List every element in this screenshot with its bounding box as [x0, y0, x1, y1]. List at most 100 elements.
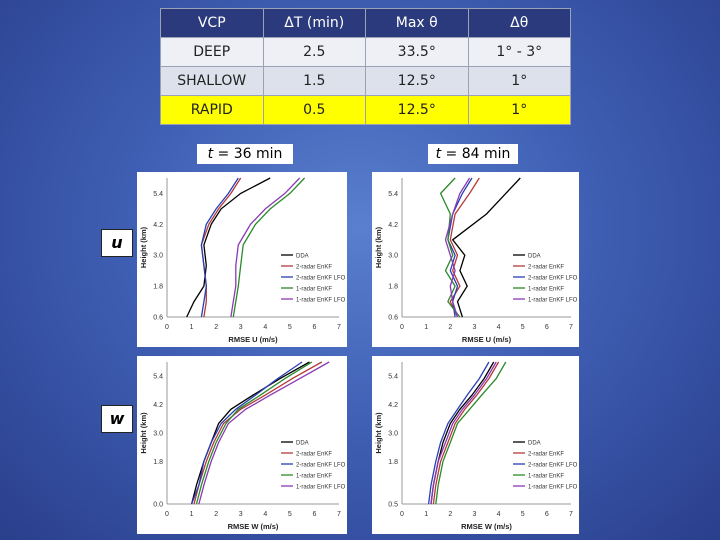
- y-tick-label: 0.0: [153, 502, 163, 509]
- chart-u-rmse-36min: 0 1 2 3 4 5 6 7 0.6 1.8 3.0 4.2 5.4 RMSE U (m/s) Heigh…: [137, 172, 347, 347]
- cell-dt: 2.5: [262, 37, 366, 67]
- table-header-row: VCP ΔT (min) Max θ Δθ: [160, 8, 571, 38]
- series-line-1-radar-enkf-lfo: [230, 177, 301, 318]
- y-tick-label: 4.2: [153, 222, 163, 229]
- y-tick-label: 0.6: [388, 315, 398, 322]
- x-tick-label: 6: [312, 511, 316, 518]
- cell-delta-theta: 1°: [467, 95, 571, 125]
- x-tick-label: 0: [165, 324, 169, 331]
- x-tick-label: 1: [190, 324, 194, 331]
- x-tick-label: 6: [545, 324, 549, 331]
- y-tick-label: 4.2: [153, 402, 163, 409]
- x-tick-label: 0: [165, 511, 169, 518]
- y-axis-label: Height (km): [374, 226, 383, 268]
- series-line-1-radar-enkf-lfo: [444, 177, 471, 318]
- series-line-2-radar-enkf: [432, 361, 500, 505]
- series-line-2-radar-enkf-lfo: [427, 361, 490, 505]
- w-variable-label: w: [101, 405, 133, 433]
- y-tick-label: 4.2: [388, 402, 398, 409]
- cell-delta-theta: 1°: [467, 66, 571, 96]
- series-line-dda: [451, 177, 521, 318]
- series-line-2-radar-enkf-lfo: [200, 177, 239, 318]
- cell-max-theta: 33.5°: [365, 37, 469, 67]
- series-line-1-radar-enkf: [435, 361, 507, 505]
- series-line-1-radar-enkf: [232, 177, 306, 318]
- x-tick-label: 4: [497, 511, 501, 518]
- y-tick-label: 5.4: [153, 191, 163, 198]
- y-tick-label: 5.4: [388, 191, 398, 198]
- legend-entry: DDA: [528, 441, 541, 447]
- legend-entry: 2-radar EnKF LFO: [528, 276, 578, 282]
- x-tick-label: 0: [400, 511, 404, 518]
- x-tick-label: 3: [472, 324, 476, 331]
- cell-vcp: SHALLOW: [160, 66, 264, 96]
- cell-max-theta: 12.5°: [365, 95, 469, 125]
- x-tick-label: 4: [497, 324, 501, 331]
- legend-entry: 2-radar EnKF LFO: [528, 463, 578, 469]
- col-header-max-theta: Max θ: [365, 8, 469, 38]
- cell-dt: 0.5: [262, 95, 366, 125]
- series-line-1-radar-enkf: [439, 177, 461, 318]
- series-line-2-radar-enkf: [449, 177, 480, 318]
- x-tick-label: 3: [239, 511, 243, 518]
- series-line-1-radar-enkf-lfo: [430, 361, 497, 505]
- x-axis-label: RMSE W (m/s): [228, 522, 279, 531]
- x-tick-label: 2: [448, 324, 452, 331]
- time-label-36-text: = 36 min: [213, 146, 283, 162]
- legend-entry: DDA: [296, 254, 309, 260]
- legend-entry: 1-radar EnKF: [296, 287, 332, 293]
- time-label-36: t = 36 min: [197, 144, 293, 164]
- y-tick-label: 3.0: [153, 431, 163, 438]
- y-axis-label: Height (km): [374, 412, 383, 454]
- legend-entry: 2-radar EnKF: [528, 452, 564, 458]
- legend-entry: 2-radar EnKF LFO: [296, 463, 346, 469]
- legend-entry: 2-radar EnKF LFO: [296, 276, 346, 282]
- y-tick-label: 5.4: [388, 374, 398, 381]
- x-axis-label: RMSE U (m/s): [228, 335, 278, 344]
- chart-w-rmse-36min: 0 1 2 3 4 5 6 7 0.0 1.8 3.0 4.2 5.4 RMSE W (m/s) Heigh…: [137, 356, 347, 534]
- time-label-36-t: t: [207, 146, 214, 162]
- x-tick-label: 6: [545, 511, 549, 518]
- x-tick-label: 7: [569, 324, 573, 331]
- x-tick-label: 6: [312, 324, 316, 331]
- legend-entry: 1-radar EnKF LFO: [528, 485, 578, 491]
- series-line-1-radar-enkf: [195, 361, 313, 505]
- legend-entry: 2-radar EnKF: [296, 452, 332, 458]
- y-axis-label: Height (km): [139, 412, 148, 454]
- col-header-vcp: VCP: [160, 8, 264, 38]
- cell-vcp: DEEP: [160, 37, 264, 67]
- col-header-dt: ΔT (min): [262, 8, 366, 38]
- x-tick-label: 5: [288, 324, 292, 331]
- x-tick-label: 4: [263, 511, 267, 518]
- cell-delta-theta: 1° - 3°: [467, 37, 571, 67]
- x-tick-label: 1: [424, 324, 428, 331]
- x-tick-label: 7: [337, 511, 341, 518]
- x-tick-label: 7: [337, 324, 341, 331]
- y-tick-label: 1.8: [388, 284, 398, 291]
- table-row: RAPID 0.5 12.5° 1°: [160, 95, 571, 125]
- x-tick-label: 4: [263, 324, 267, 331]
- table-row: DEEP 2.5 33.5° 1° - 3°: [160, 37, 571, 67]
- cell-vcp: RAPID: [160, 95, 264, 125]
- y-axis-label: Height (km): [139, 226, 148, 268]
- legend-entry: 1-radar EnKF LFO: [296, 485, 346, 491]
- x-tick-label: 7: [569, 511, 573, 518]
- time-label-84: t = 84 min: [428, 144, 518, 164]
- x-axis-label: RMSE U (m/s): [462, 335, 512, 344]
- y-tick-label: 0.6: [153, 315, 163, 322]
- y-tick-label: 4.2: [388, 222, 398, 229]
- legend-entry: 1-radar EnKF LFO: [528, 298, 578, 304]
- legend-entry: 2-radar EnKF: [296, 265, 332, 271]
- chart-u-rmse-84min: 0 1 2 3 4 5 6 7 0.6 1.8 3.0 4.2 5.4 RMSE U (m/s) Heigh…: [372, 172, 579, 347]
- x-tick-label: 1: [424, 511, 428, 518]
- y-tick-label: 3.0: [388, 253, 398, 260]
- cell-max-theta: 12.5°: [365, 66, 469, 96]
- y-tick-label: 3.0: [388, 431, 398, 438]
- x-tick-label: 5: [521, 511, 525, 518]
- y-tick-label: 1.8: [153, 459, 163, 466]
- y-tick-label: 1.8: [388, 459, 398, 466]
- y-tick-label: 3.0: [153, 253, 163, 260]
- x-tick-label: 1: [190, 511, 194, 518]
- x-axis-label: RMSE W (m/s): [461, 522, 512, 531]
- series-line-2-radar-enkf-lfo: [190, 361, 303, 505]
